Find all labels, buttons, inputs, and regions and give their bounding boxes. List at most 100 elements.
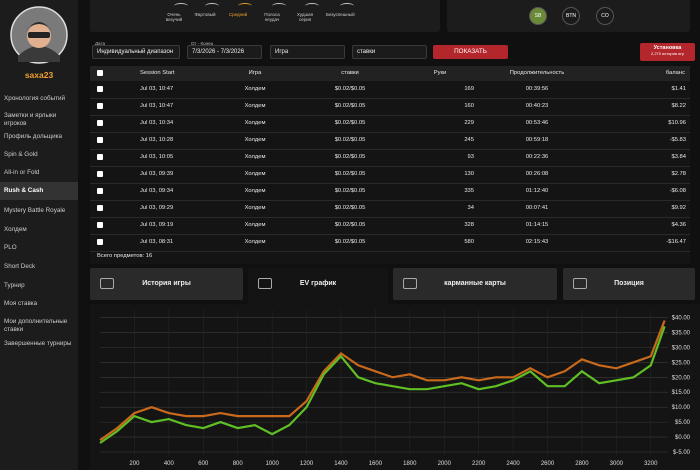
cell: 00:07:41 <box>525 205 549 211</box>
row-line <box>90 166 690 167</box>
luck-icon <box>174 3 188 9</box>
tab[interactable]: карманные карты <box>393 268 557 300</box>
cell: $2.78 <box>671 171 686 177</box>
checkbox[interactable] <box>97 188 103 194</box>
cell: Jul 03, 10:47 <box>140 86 174 92</box>
menu-item[interactable]: All-in or Fold <box>4 169 40 176</box>
tab[interactable]: EV график <box>248 268 388 306</box>
menu-item[interactable]: Моя ставка <box>4 300 38 307</box>
tab-icon <box>403 278 417 289</box>
x-tick-label: 1600 <box>369 461 383 467</box>
menu-item[interactable]: Завершенные турниры <box>4 340 72 347</box>
cell: $9.92 <box>671 205 686 211</box>
menu-item[interactable]: Mystery Battle Royale <box>4 207 66 214</box>
cell: $4.36 <box>671 222 686 228</box>
cell: 328 <box>464 222 474 228</box>
cell: -$16.47 <box>666 239 686 245</box>
cell: $0.02/$0.05 <box>334 103 366 109</box>
y-tick-label: $0.00 <box>675 435 691 441</box>
x-tick-label: 400 <box>164 461 175 467</box>
tab[interactable]: Позиция <box>563 268 695 300</box>
table-header <box>90 66 690 81</box>
x-tick-label: 200 <box>129 461 140 467</box>
cell: Холдем <box>244 171 266 177</box>
cell: 01:12:40 <box>525 188 549 194</box>
checkbox[interactable] <box>97 171 103 177</box>
menu-item[interactable]: Хронология событий <box>4 95 66 102</box>
cell: Холдем <box>244 137 266 143</box>
row-line <box>90 132 690 133</box>
show-button[interactable]: ПОКАЗАТЬ <box>433 45 508 59</box>
menu-item[interactable]: Холдем <box>4 226 27 233</box>
checkbox[interactable] <box>97 70 103 76</box>
y-tick-label: $20.00 <box>672 375 691 381</box>
cell: Jul 03, 10:34 <box>140 120 174 126</box>
luck-label[interactable]: Фартовый <box>194 12 216 17</box>
cell: Холдем <box>244 222 266 228</box>
menu-item[interactable]: Турнир <box>4 282 25 289</box>
checkbox[interactable] <box>97 137 103 143</box>
cell: $0.02/$0.05 <box>334 137 366 143</box>
cell: 00:39:56 <box>525 86 549 92</box>
row-line <box>90 98 690 99</box>
checkbox[interactable] <box>97 120 103 126</box>
cell: $3.84 <box>671 154 686 160</box>
luck-panel: Очень везучий Фартовый Средний Полоса неуда… <box>90 0 440 32</box>
position[interactable]: CO <box>596 7 614 25</box>
menu-item[interactable]: Мои дополнительные ставки <box>4 318 68 333</box>
stakes-select[interactable]: ставки <box>352 45 427 59</box>
tab-label: История игры <box>142 280 191 287</box>
cell: баланс <box>665 70 685 76</box>
position[interactable]: SB <box>529 7 547 25</box>
cell: 93 <box>467 154 474 160</box>
menu-item[interactable]: Профиль дольщика <box>4 133 63 140</box>
checkbox[interactable] <box>97 154 103 160</box>
cell: 00:22:36 <box>525 154 549 160</box>
cell: Jul 03, 09:19 <box>140 222 174 228</box>
cell: Холдем <box>244 103 266 109</box>
checkbox[interactable] <box>97 205 103 211</box>
menu-item[interactable]: PLO <box>4 244 17 251</box>
game-select[interactable]: Игра <box>270 45 345 59</box>
cell: Jul 03, 10:05 <box>140 154 174 160</box>
avatar <box>10 6 68 64</box>
sidebar: saxa23 Хронология событий Заметки и ярлык… <box>0 0 78 470</box>
date-label: Дата <box>95 41 105 46</box>
install-button[interactable]: Установка 2,270 история игр <box>640 43 695 61</box>
menu-item[interactable]: Заметки и ярлыки игроков <box>4 112 57 127</box>
date-select[interactable]: Индивидуальный диапазон <box>92 45 180 59</box>
x-tick-label: 1800 <box>403 461 417 467</box>
cell: 169 <box>464 86 474 92</box>
menu-item[interactable]: Spin & Gold <box>4 151 38 158</box>
luck-label[interactable]: Безуспешный <box>326 12 355 17</box>
luck-label[interactable]: Худшая серия <box>296 12 314 23</box>
cell: -$6.08 <box>669 188 686 194</box>
position-panel: SB BTN CO <box>447 0 690 32</box>
cell: 02:15:43 <box>525 239 549 245</box>
checkbox[interactable] <box>97 103 103 109</box>
series-line <box>99 320 666 442</box>
menu-item[interactable]: Short Deck <box>4 263 36 270</box>
row-line <box>90 251 690 252</box>
checkbox[interactable] <box>97 222 103 228</box>
cell: Jul 03, 10:28 <box>140 137 174 143</box>
x-tick-label: 2000 <box>438 461 452 467</box>
position[interactable]: BTN <box>562 7 580 25</box>
tab[interactable]: История игры <box>90 268 243 300</box>
luck-label[interactable]: Очень везучий <box>165 12 183 23</box>
cell: 34 <box>467 205 474 211</box>
cell: -$5.83 <box>669 137 686 143</box>
cell: 01:14:15 <box>525 222 549 228</box>
checkbox[interactable] <box>97 239 103 245</box>
checkbox[interactable] <box>97 86 103 92</box>
luck-label[interactable]: Полоса неудач <box>264 12 280 23</box>
cell: Jul 03, 09:34 <box>140 188 174 194</box>
y-tick-label: $-5.00 <box>673 450 691 456</box>
row-line <box>90 234 690 235</box>
cell: ставки <box>341 70 359 76</box>
range-input[interactable]: 7/3/2026 - 7/3/2026 <box>187 45 262 59</box>
menu-item[interactable]: Rush & Cash <box>4 187 44 194</box>
luck-label[interactable]: Средний <box>228 12 248 17</box>
